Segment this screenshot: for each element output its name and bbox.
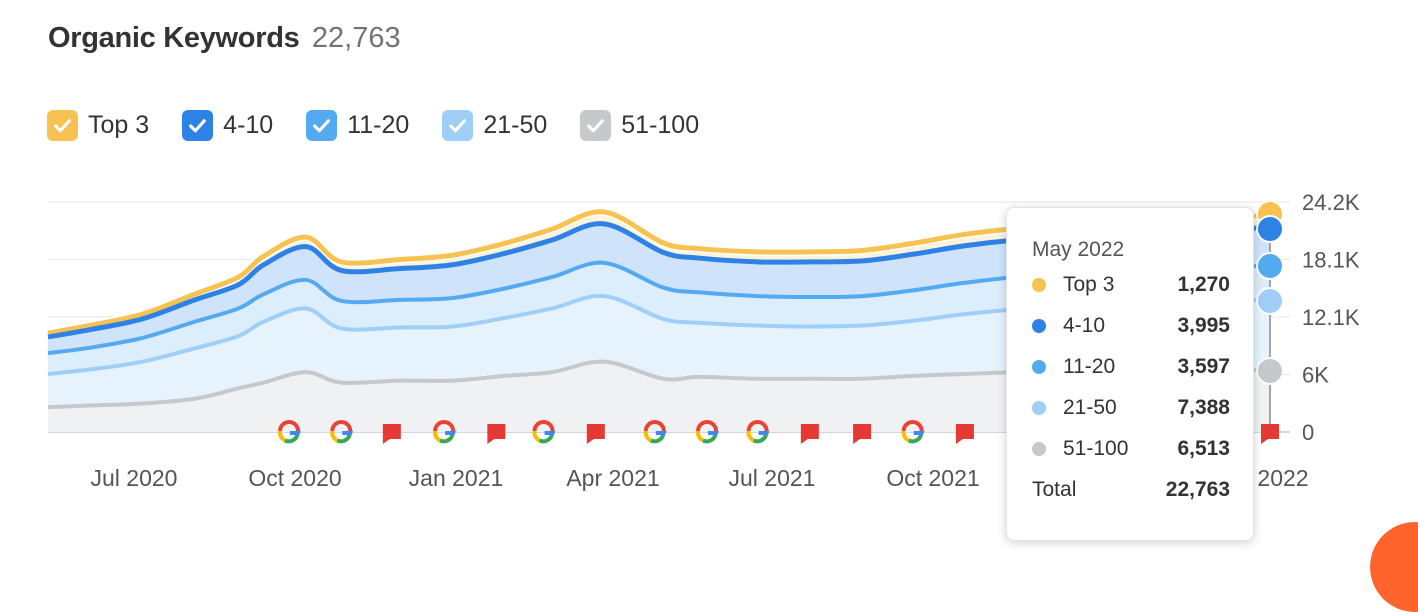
page-title: Organic Keywords — [48, 22, 300, 54]
point-21-50 — [1256, 287, 1284, 315]
tooltip-name: 51-100 — [1063, 437, 1129, 460]
red-flag-icon[interactable] — [382, 424, 401, 444]
tooltip-row: 4-10 3,995 — [1032, 314, 1230, 338]
check-icon[interactable] — [442, 110, 474, 141]
tooltip-dot — [1032, 278, 1046, 292]
x-tick-label: Jul 2021 — [729, 465, 816, 491]
point-51-100 — [1256, 357, 1284, 385]
google-g-icon[interactable] — [330, 420, 354, 444]
tooltip-row: 51-100 6,513 — [1032, 437, 1230, 461]
google-g-icon[interactable] — [643, 420, 667, 444]
y-tick-label: 6K — [1302, 363, 1329, 388]
x-tick-label: Jul 2020 — [91, 465, 178, 491]
red-flag-icon[interactable] — [955, 424, 974, 444]
y-tick-label: 24.2K — [1302, 190, 1360, 215]
tooltip-name: 4-10 — [1063, 314, 1106, 337]
tooltip-value: 3,995 — [1177, 314, 1230, 337]
tooltip-total-label: Total — [1032, 478, 1077, 501]
tooltip-dot — [1032, 442, 1046, 456]
tooltip-dot — [1032, 360, 1046, 374]
red-flag-icon[interactable] — [800, 424, 819, 444]
google-g-icon[interactable] — [532, 420, 556, 444]
tooltip-total-row: Total 22,763 — [1032, 478, 1230, 502]
google-g-icon[interactable] — [901, 420, 925, 444]
google-g-icon[interactable] — [695, 420, 719, 444]
google-g-icon[interactable] — [746, 420, 770, 444]
legend-item-top3[interactable]: Top 3 — [47, 110, 149, 141]
red-flag-icon[interactable] — [1261, 424, 1279, 444]
tooltip-row: 11-20 3,597 — [1032, 355, 1230, 379]
legend-item-51-100[interactable]: 51-100 — [580, 110, 699, 141]
tooltip-row: 21-50 7,388 — [1032, 396, 1230, 420]
legend-item-21-50[interactable]: 21-50 — [442, 110, 547, 141]
x-tick-label: Jan 2021 — [409, 465, 504, 491]
check-icon[interactable] — [580, 110, 612, 141]
legend-label: 21-50 — [483, 111, 548, 139]
legend-label: 51-100 — [621, 111, 700, 139]
tooltip-row: Top 3 1,270 — [1032, 273, 1230, 297]
y-tick-label: 0 — [1302, 420, 1314, 445]
check-icon[interactable] — [306, 110, 338, 141]
tooltip-value: 6,513 — [1177, 437, 1230, 460]
legend-label: 4-10 — [223, 111, 274, 139]
tooltip-name: Top 3 — [1063, 273, 1115, 296]
header: Organic Keywords 22,763 — [48, 22, 401, 55]
x-tick-label: Oct 2020 — [248, 465, 341, 491]
red-flag-icon[interactable] — [487, 424, 506, 444]
tooltip-total-value: 22,763 — [1165, 478, 1230, 501]
check-icon[interactable] — [182, 110, 214, 141]
tooltip-name: 11-20 — [1063, 355, 1116, 378]
x-tick-label: 2022 — [1257, 465, 1308, 491]
tooltip-dot — [1032, 401, 1046, 415]
series-area-51-100 — [48, 361, 1270, 432]
legend: Top 3 4-10 11-20 21-50 51-100 — [47, 110, 732, 141]
total-count: 22,763 — [311, 22, 401, 54]
tooltip-dot — [1032, 319, 1046, 333]
y-tick-label: 18.1K — [1302, 248, 1360, 273]
tooltip-value: 3,597 — [1177, 355, 1230, 378]
point-11-20 — [1256, 252, 1284, 280]
point-4-10 — [1256, 215, 1284, 243]
tooltip-name: 21-50 — [1063, 396, 1117, 419]
legend-label: Top 3 — [88, 111, 150, 139]
legend-label: 11-20 — [347, 111, 410, 139]
check-icon[interactable] — [47, 110, 78, 141]
red-flag-icon[interactable] — [586, 424, 605, 444]
google-g-icon[interactable] — [277, 420, 301, 444]
chart-tooltip: May 2022 Top 3 1,270 4-10 3,995 11-20 3,… — [1006, 207, 1254, 541]
legend-item-4-10[interactable]: 4-10 — [182, 110, 273, 141]
tooltip-date: May 2022 — [1032, 238, 1125, 261]
legend-item-11-20[interactable]: 11-20 — [306, 110, 409, 141]
x-tick-label: Apr 2021 — [566, 465, 659, 491]
red-flag-icon[interactable] — [853, 424, 872, 444]
tooltip-value: 7,388 — [1177, 396, 1230, 419]
google-g-icon[interactable] — [433, 420, 456, 444]
y-tick-label: 12.1K — [1302, 305, 1360, 330]
x-tick-label: Oct 2021 — [886, 465, 979, 491]
keyword-chart[interactable]: 0 6K 12.1K 18.1K 24.2K Jul 2020 Oct 2020 Jan 20… — [0, 0, 1418, 554]
tooltip-value: 1,270 — [1177, 273, 1230, 296]
